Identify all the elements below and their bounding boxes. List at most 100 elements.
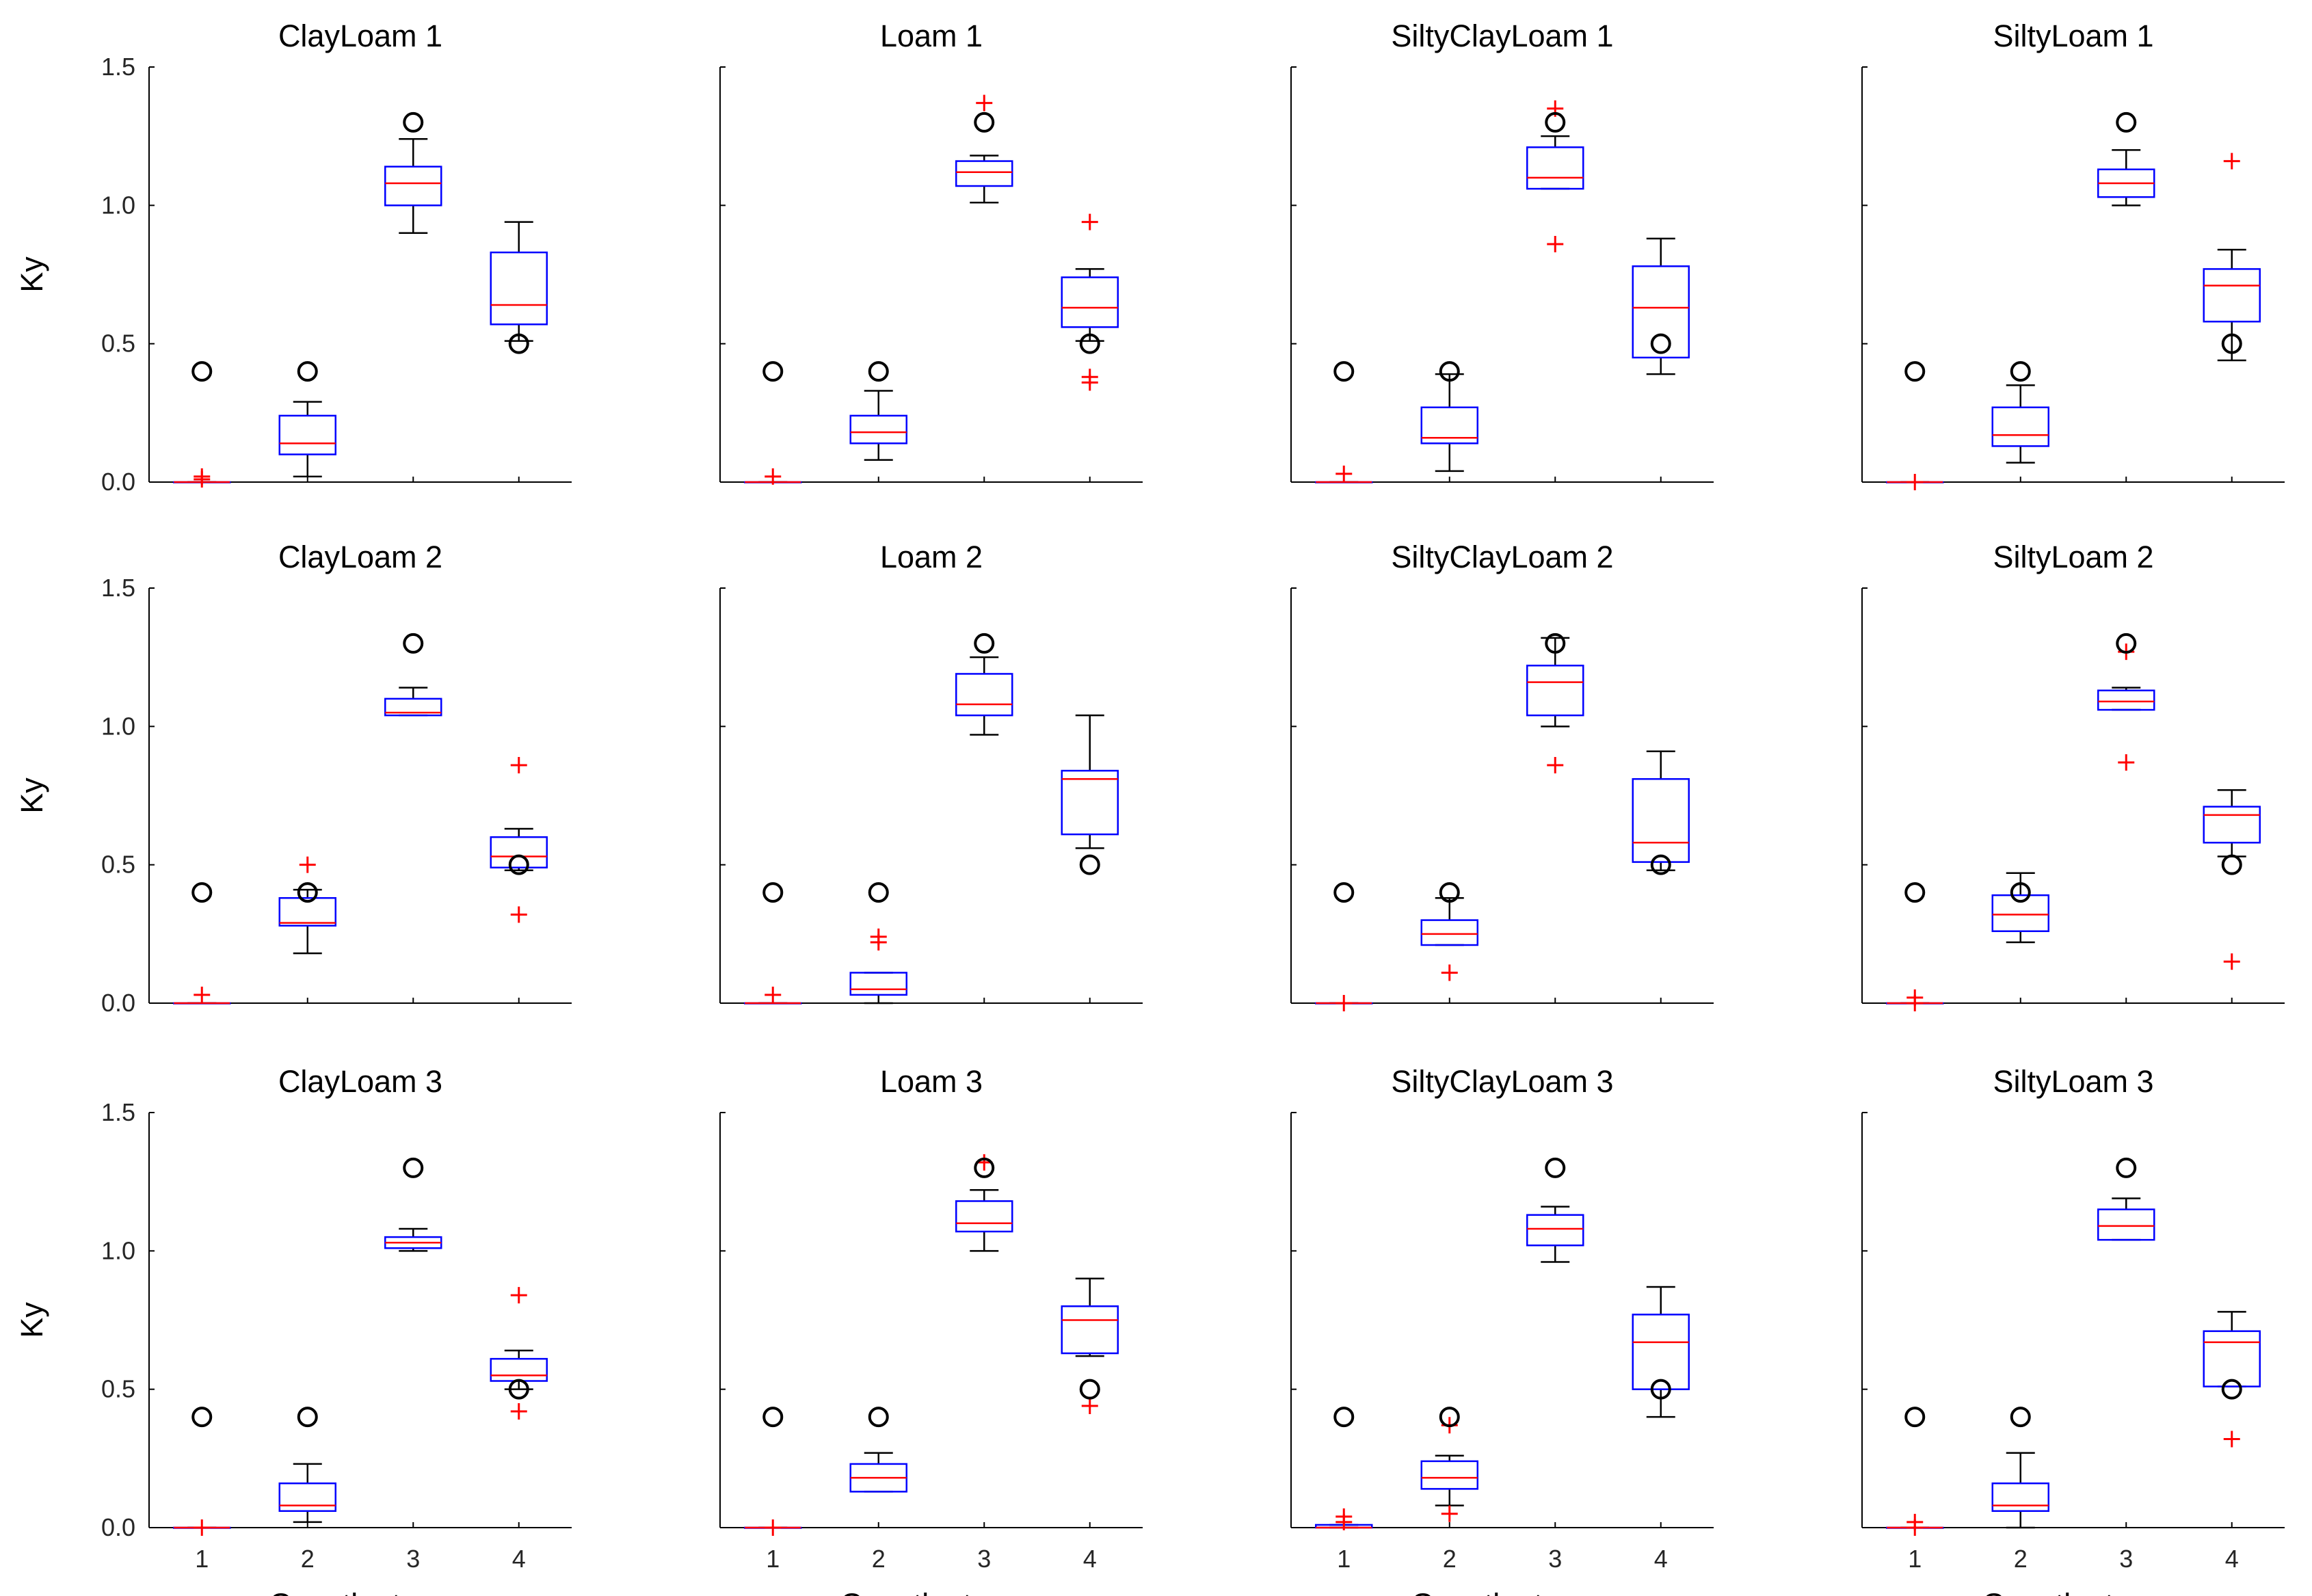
outlier-marker <box>2223 953 2240 970</box>
x-tick-label: 3 <box>977 1545 991 1573</box>
y-tick-label: 0.0 <box>101 1513 135 1541</box>
reference-marker <box>403 633 424 654</box>
panel-title: SiltyClayLoam 3 <box>1391 1064 1613 1099</box>
iqr-box <box>1061 1305 1119 1355</box>
outlier-marker <box>1906 995 1924 1011</box>
outlier-marker <box>510 1403 527 1420</box>
reference-marker <box>1650 1379 1671 1400</box>
reference-marker <box>403 1157 424 1178</box>
outlier-marker <box>2223 1431 2240 1448</box>
panel-title: ClayLoam 2 <box>278 540 442 574</box>
panel-title: Loam 2 <box>880 540 983 574</box>
reference-marker <box>974 1157 995 1178</box>
outlier-marker <box>2118 754 2135 771</box>
iqr-box <box>1526 146 1584 190</box>
iqr-box <box>1991 894 2049 933</box>
outlier-marker <box>1081 1397 1098 1414</box>
outlier-marker <box>510 756 527 773</box>
reference-marker <box>2221 1379 2242 1400</box>
y-axis-label: Ky <box>14 777 49 814</box>
iqr-box <box>384 165 442 207</box>
y-tick-label: 0.5 <box>101 330 135 358</box>
outlier-marker <box>510 1287 527 1304</box>
y-tick-label: 1.5 <box>101 1098 135 1126</box>
outlier-marker <box>510 906 527 923</box>
reference-marker <box>191 1407 213 1428</box>
iqr-box <box>1526 1214 1584 1247</box>
reference-marker <box>1333 1407 1355 1428</box>
reference-marker <box>868 361 889 382</box>
reference-marker <box>1333 882 1355 903</box>
reference-marker <box>1904 1407 1926 1428</box>
iqr-box <box>1632 777 1690 863</box>
reference-marker <box>1904 361 1926 382</box>
y-tick-label: 0.5 <box>101 1375 135 1403</box>
reference-marker <box>868 882 889 903</box>
iqr-box <box>490 836 548 868</box>
iqr-box <box>490 251 548 325</box>
panel-title: SiltyLoam 3 <box>1993 1064 2153 1099</box>
outlier-marker <box>194 468 211 485</box>
y-tick-label: 1.0 <box>101 712 135 740</box>
reference-marker <box>1079 854 1100 875</box>
outlier-marker <box>1336 1513 1353 1530</box>
y-axis-label: Ky <box>14 256 49 293</box>
panel-title: SiltyClayLoam 1 <box>1391 18 1613 53</box>
iqr-box <box>1061 769 1119 836</box>
y-tick-label: 1.0 <box>101 1236 135 1264</box>
x-tick-label: 1 <box>195 1545 209 1573</box>
reference-marker <box>868 1407 889 1428</box>
outlier-marker <box>194 986 211 1003</box>
outlier-marker <box>194 1519 211 1536</box>
reference-marker <box>762 882 784 903</box>
iqr-box <box>1526 665 1584 717</box>
reference-marker <box>762 361 784 382</box>
outlier-marker <box>299 856 316 873</box>
x-tick-label: 2 <box>2014 1545 2028 1573</box>
x-tick-label: 4 <box>1083 1545 1097 1573</box>
reference-marker <box>1904 882 1926 903</box>
iqr-box <box>2203 268 2261 323</box>
reference-marker <box>1545 633 1566 654</box>
reference-marker <box>403 111 424 133</box>
outlier-marker <box>1441 1505 1458 1522</box>
outlier-marker <box>1547 756 1564 773</box>
x-tick-label: 4 <box>2225 1545 2239 1573</box>
reference-marker <box>191 882 213 903</box>
x-axis-label: Growth stage <box>840 1587 1023 1596</box>
reference-marker <box>1079 1379 1100 1400</box>
reference-marker <box>762 1407 784 1428</box>
y-tick-label: 1.5 <box>101 574 135 602</box>
reference-marker <box>297 1407 318 1428</box>
reference-marker <box>1333 361 1355 382</box>
iqr-box <box>1632 1314 1690 1390</box>
x-tick-label: 2 <box>872 1545 886 1573</box>
x-axis-label: Growth stage <box>269 1587 452 1596</box>
panel-title: Loam 3 <box>880 1064 983 1099</box>
iqr-box <box>2097 1208 2155 1241</box>
reference-marker <box>508 333 529 354</box>
outlier-marker <box>870 933 887 950</box>
reference-marker <box>508 1379 529 1400</box>
panel-title: SiltyClayLoam 2 <box>1391 540 1613 574</box>
y-tick-label: 1.5 <box>101 53 135 81</box>
panel-title: ClayLoam 3 <box>278 1064 442 1099</box>
panel-title: SiltyLoam 2 <box>1993 540 2153 574</box>
panel-title: ClayLoam 1 <box>278 18 442 53</box>
x-tick-label: 1 <box>766 1545 780 1573</box>
reference-marker <box>2010 1407 2031 1428</box>
iqr-box <box>278 414 336 455</box>
reference-marker <box>2116 1157 2137 1178</box>
y-tick-label: 1.0 <box>101 191 135 219</box>
reference-marker <box>1545 111 1566 133</box>
reference-marker <box>2010 361 2031 382</box>
reference-marker <box>1439 882 1460 903</box>
reference-marker <box>1439 1407 1460 1428</box>
iqr-box <box>278 1482 336 1512</box>
reference-marker <box>2221 333 2242 354</box>
reference-marker <box>297 361 318 382</box>
x-tick-label: 2 <box>1443 1545 1457 1573</box>
outlier-marker <box>976 94 993 111</box>
outlier-marker <box>1336 995 1353 1011</box>
